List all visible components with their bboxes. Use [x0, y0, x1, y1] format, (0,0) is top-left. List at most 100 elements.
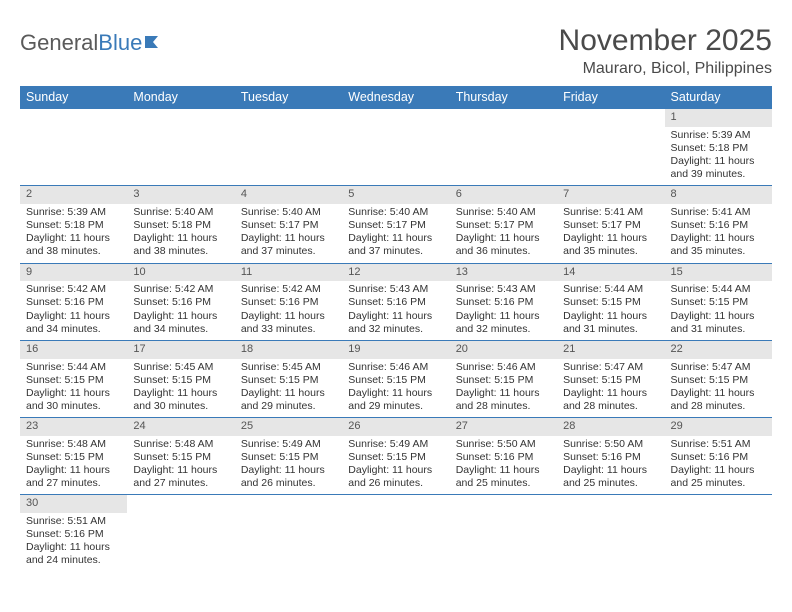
sunset-line: Sunset: 5:18 PM	[26, 219, 121, 232]
empty-cell	[127, 495, 234, 571]
daylight-line: Daylight: 11 hours and 31 minutes.	[563, 310, 658, 336]
sunset-line: Sunset: 5:15 PM	[563, 296, 658, 309]
sunrise-line: Sunrise: 5:39 AM	[26, 206, 121, 219]
day-header-cell: Tuesday	[235, 86, 342, 109]
sunset-line: Sunset: 5:16 PM	[26, 296, 121, 309]
day-cell: 8Sunrise: 5:41 AMSunset: 5:16 PMDaylight…	[665, 186, 772, 262]
header: GeneralBlue November 2025 Mauraro, Bicol…	[20, 24, 772, 78]
sunset-line: Sunset: 5:17 PM	[456, 219, 551, 232]
calendar: SundayMondayTuesdayWednesdayThursdayFrid…	[20, 86, 772, 572]
daylight-line: Daylight: 11 hours and 38 minutes.	[26, 232, 121, 258]
day-cell: 7Sunrise: 5:41 AMSunset: 5:17 PMDaylight…	[557, 186, 664, 262]
day-body: Sunrise: 5:43 AMSunset: 5:16 PMDaylight:…	[450, 281, 557, 340]
sunset-line: Sunset: 5:16 PM	[563, 451, 658, 464]
day-body: Sunrise: 5:46 AMSunset: 5:15 PMDaylight:…	[342, 359, 449, 418]
day-body: Sunrise: 5:40 AMSunset: 5:17 PMDaylight:…	[450, 204, 557, 263]
day-cell: 5Sunrise: 5:40 AMSunset: 5:17 PMDaylight…	[342, 186, 449, 262]
day-number: 18	[235, 341, 342, 359]
empty-cell	[20, 109, 127, 185]
day-header-cell: Wednesday	[342, 86, 449, 109]
daylight-line: Daylight: 11 hours and 26 minutes.	[348, 464, 443, 490]
empty-cell	[665, 495, 772, 571]
sunrise-line: Sunrise: 5:50 AM	[456, 438, 551, 451]
sunrise-line: Sunrise: 5:46 AM	[348, 361, 443, 374]
empty-cell	[127, 109, 234, 185]
week-row: 2Sunrise: 5:39 AMSunset: 5:18 PMDaylight…	[20, 186, 772, 263]
sunrise-line: Sunrise: 5:42 AM	[241, 283, 336, 296]
sunset-line: Sunset: 5:16 PM	[133, 296, 228, 309]
week-row: 16Sunrise: 5:44 AMSunset: 5:15 PMDayligh…	[20, 341, 772, 418]
sunrise-line: Sunrise: 5:51 AM	[26, 515, 121, 528]
day-body: Sunrise: 5:46 AMSunset: 5:15 PMDaylight:…	[450, 359, 557, 418]
sunset-line: Sunset: 5:15 PM	[133, 451, 228, 464]
daylight-line: Daylight: 11 hours and 27 minutes.	[133, 464, 228, 490]
day-body: Sunrise: 5:44 AMSunset: 5:15 PMDaylight:…	[20, 359, 127, 418]
daylight-line: Daylight: 11 hours and 28 minutes.	[671, 387, 766, 413]
sunrise-line: Sunrise: 5:49 AM	[241, 438, 336, 451]
day-header-cell: Friday	[557, 86, 664, 109]
sunrise-line: Sunrise: 5:39 AM	[671, 129, 766, 142]
day-body: Sunrise: 5:48 AMSunset: 5:15 PMDaylight:…	[127, 436, 234, 495]
month-title: November 2025	[559, 24, 772, 58]
day-body: Sunrise: 5:42 AMSunset: 5:16 PMDaylight:…	[235, 281, 342, 340]
sunrise-line: Sunrise: 5:41 AM	[563, 206, 658, 219]
sunset-line: Sunset: 5:15 PM	[26, 451, 121, 464]
sunrise-line: Sunrise: 5:41 AM	[671, 206, 766, 219]
day-header-cell: Thursday	[450, 86, 557, 109]
day-number: 20	[450, 341, 557, 359]
sunset-line: Sunset: 5:17 PM	[241, 219, 336, 232]
day-number: 5	[342, 186, 449, 204]
logo-text-2: Blue	[98, 30, 142, 56]
logo-text-1: General	[20, 30, 98, 56]
day-number: 28	[557, 418, 664, 436]
empty-cell	[342, 109, 449, 185]
day-header-cell: Monday	[127, 86, 234, 109]
empty-cell	[450, 109, 557, 185]
week-row: 9Sunrise: 5:42 AMSunset: 5:16 PMDaylight…	[20, 264, 772, 341]
daylight-line: Daylight: 11 hours and 35 minutes.	[563, 232, 658, 258]
day-header-cell: Sunday	[20, 86, 127, 109]
day-number: 6	[450, 186, 557, 204]
day-number: 21	[557, 341, 664, 359]
day-body: Sunrise: 5:40 AMSunset: 5:18 PMDaylight:…	[127, 204, 234, 263]
sunrise-line: Sunrise: 5:46 AM	[456, 361, 551, 374]
sunset-line: Sunset: 5:15 PM	[671, 374, 766, 387]
weeks-container: 1Sunrise: 5:39 AMSunset: 5:18 PMDaylight…	[20, 109, 772, 572]
daylight-line: Daylight: 11 hours and 27 minutes.	[26, 464, 121, 490]
day-cell: 20Sunrise: 5:46 AMSunset: 5:15 PMDayligh…	[450, 341, 557, 417]
day-body: Sunrise: 5:40 AMSunset: 5:17 PMDaylight:…	[342, 204, 449, 263]
day-number: 2	[20, 186, 127, 204]
day-body: Sunrise: 5:44 AMSunset: 5:15 PMDaylight:…	[665, 281, 772, 340]
week-row: 1Sunrise: 5:39 AMSunset: 5:18 PMDaylight…	[20, 109, 772, 186]
sunset-line: Sunset: 5:15 PM	[456, 374, 551, 387]
daylight-line: Daylight: 11 hours and 30 minutes.	[26, 387, 121, 413]
daylight-line: Daylight: 11 hours and 34 minutes.	[26, 310, 121, 336]
daylight-line: Daylight: 11 hours and 38 minutes.	[133, 232, 228, 258]
sunrise-line: Sunrise: 5:40 AM	[348, 206, 443, 219]
day-body: Sunrise: 5:47 AMSunset: 5:15 PMDaylight:…	[557, 359, 664, 418]
day-cell: 4Sunrise: 5:40 AMSunset: 5:17 PMDaylight…	[235, 186, 342, 262]
day-number: 16	[20, 341, 127, 359]
day-body: Sunrise: 5:39 AMSunset: 5:18 PMDaylight:…	[20, 204, 127, 263]
day-number: 17	[127, 341, 234, 359]
day-body: Sunrise: 5:42 AMSunset: 5:16 PMDaylight:…	[20, 281, 127, 340]
location: Mauraro, Bicol, Philippines	[559, 60, 772, 78]
day-number: 19	[342, 341, 449, 359]
day-cell: 9Sunrise: 5:42 AMSunset: 5:16 PMDaylight…	[20, 264, 127, 340]
daylight-line: Daylight: 11 hours and 25 minutes.	[671, 464, 766, 490]
day-body: Sunrise: 5:41 AMSunset: 5:16 PMDaylight:…	[665, 204, 772, 263]
day-cell: 12Sunrise: 5:43 AMSunset: 5:16 PMDayligh…	[342, 264, 449, 340]
daylight-line: Daylight: 11 hours and 33 minutes.	[241, 310, 336, 336]
sunrise-line: Sunrise: 5:40 AM	[133, 206, 228, 219]
day-cell: 16Sunrise: 5:44 AMSunset: 5:15 PMDayligh…	[20, 341, 127, 417]
day-header-cell: Saturday	[665, 86, 772, 109]
day-number: 3	[127, 186, 234, 204]
day-cell: 2Sunrise: 5:39 AMSunset: 5:18 PMDaylight…	[20, 186, 127, 262]
sunset-line: Sunset: 5:15 PM	[241, 451, 336, 464]
daylight-line: Daylight: 11 hours and 29 minutes.	[241, 387, 336, 413]
day-body: Sunrise: 5:43 AMSunset: 5:16 PMDaylight:…	[342, 281, 449, 340]
day-cell: 28Sunrise: 5:50 AMSunset: 5:16 PMDayligh…	[557, 418, 664, 494]
day-number: 30	[20, 495, 127, 513]
day-cell: 15Sunrise: 5:44 AMSunset: 5:15 PMDayligh…	[665, 264, 772, 340]
day-body: Sunrise: 5:44 AMSunset: 5:15 PMDaylight:…	[557, 281, 664, 340]
